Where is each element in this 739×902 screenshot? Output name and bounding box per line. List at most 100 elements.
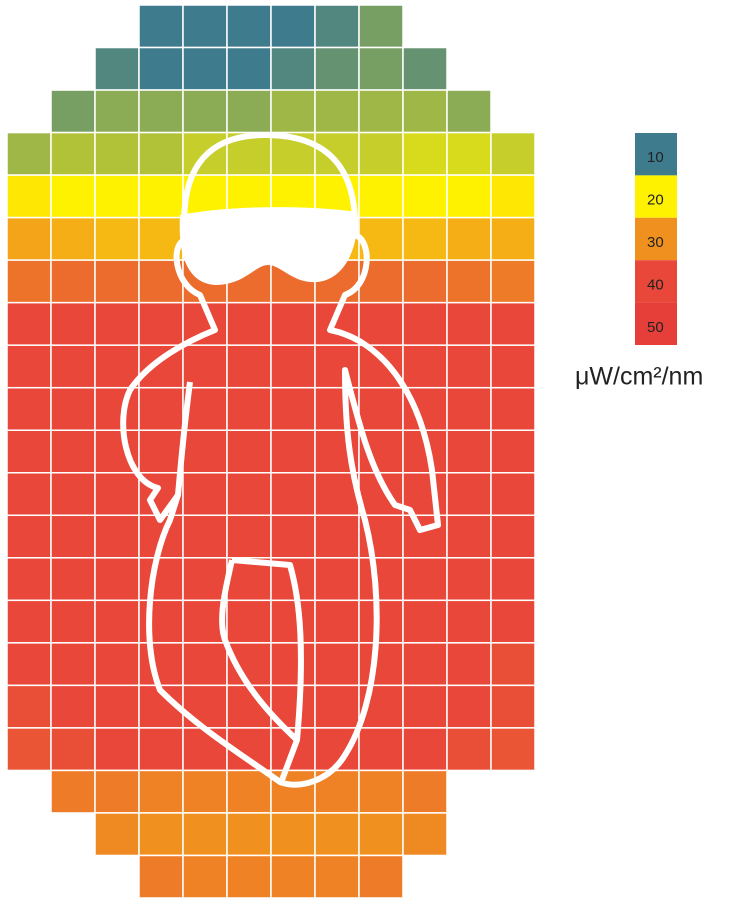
cell	[50, 344, 96, 389]
cell	[182, 429, 228, 474]
cell	[50, 769, 96, 814]
cell	[138, 642, 184, 687]
cell	[402, 259, 448, 304]
cell	[50, 259, 96, 304]
cell	[270, 4, 316, 49]
leg-outline	[219, 557, 304, 782]
cell	[314, 684, 360, 729]
cell	[446, 89, 492, 134]
cell	[94, 684, 140, 729]
cell	[358, 642, 404, 687]
cell	[490, 344, 536, 389]
cell	[270, 429, 316, 474]
cell	[270, 386, 316, 431]
cell	[314, 46, 360, 91]
eye-mask	[179, 207, 358, 285]
cell	[270, 89, 316, 134]
cell	[402, 216, 448, 261]
cell	[138, 46, 184, 91]
cell	[358, 174, 404, 219]
cell	[6, 642, 52, 687]
cell	[94, 46, 140, 91]
cell	[182, 89, 228, 134]
cell	[358, 769, 404, 814]
cell	[226, 472, 272, 517]
cell	[94, 259, 140, 304]
cell	[490, 557, 536, 602]
cell	[358, 854, 404, 899]
cell	[50, 514, 96, 559]
cell	[182, 557, 228, 602]
cell	[314, 131, 360, 176]
cell	[182, 642, 228, 687]
cell	[446, 429, 492, 474]
cell	[50, 642, 96, 687]
cell	[50, 131, 96, 176]
cell	[94, 642, 140, 687]
cell	[182, 4, 228, 49]
cell	[358, 89, 404, 134]
cell	[314, 642, 360, 687]
cell	[138, 131, 184, 176]
cell	[94, 301, 140, 346]
cell	[50, 557, 96, 602]
cell	[358, 4, 404, 49]
cell	[490, 429, 536, 474]
colorbar-tick-label: 10	[647, 149, 664, 166]
cell	[314, 344, 360, 389]
cell	[138, 557, 184, 602]
cell	[226, 599, 272, 644]
cell	[182, 684, 228, 729]
cell	[358, 557, 404, 602]
cell	[446, 259, 492, 304]
cell	[226, 301, 272, 346]
cell	[402, 46, 448, 91]
cell	[6, 344, 52, 389]
cell	[314, 599, 360, 644]
cell	[138, 812, 184, 857]
cell	[402, 642, 448, 687]
cell	[402, 769, 448, 814]
cell	[182, 854, 228, 899]
cell	[402, 131, 448, 176]
cell	[138, 854, 184, 899]
cell	[446, 514, 492, 559]
colorbar: 10 20 30 40 50	[635, 133, 677, 345]
cell	[182, 769, 228, 814]
colorbar-tick-label: 20	[647, 192, 664, 209]
cell	[94, 599, 140, 644]
cell	[358, 46, 404, 91]
cell	[50, 301, 96, 346]
cell	[94, 89, 140, 134]
cell	[226, 386, 272, 431]
cell	[226, 344, 272, 389]
cell	[446, 344, 492, 389]
cell	[402, 812, 448, 857]
cell	[226, 46, 272, 91]
cell	[94, 727, 140, 772]
cell	[446, 131, 492, 176]
cell	[226, 89, 272, 134]
cell	[50, 429, 96, 474]
cell	[182, 344, 228, 389]
cell	[402, 301, 448, 346]
cell	[138, 429, 184, 474]
colorbar-tick-label: 50	[647, 319, 664, 336]
cell	[446, 557, 492, 602]
cell	[490, 642, 536, 687]
cell	[446, 727, 492, 772]
cell	[138, 89, 184, 134]
colorbar-swatch	[635, 260, 677, 303]
cell	[490, 472, 536, 517]
cell	[182, 727, 228, 772]
cell	[6, 684, 52, 729]
cell	[358, 131, 404, 176]
cell	[6, 557, 52, 602]
cell	[94, 812, 140, 857]
cell	[6, 301, 52, 346]
colorbar-swatch	[635, 133, 677, 176]
cell	[490, 301, 536, 346]
cell	[50, 684, 96, 729]
cell	[138, 174, 184, 219]
cell	[402, 599, 448, 644]
